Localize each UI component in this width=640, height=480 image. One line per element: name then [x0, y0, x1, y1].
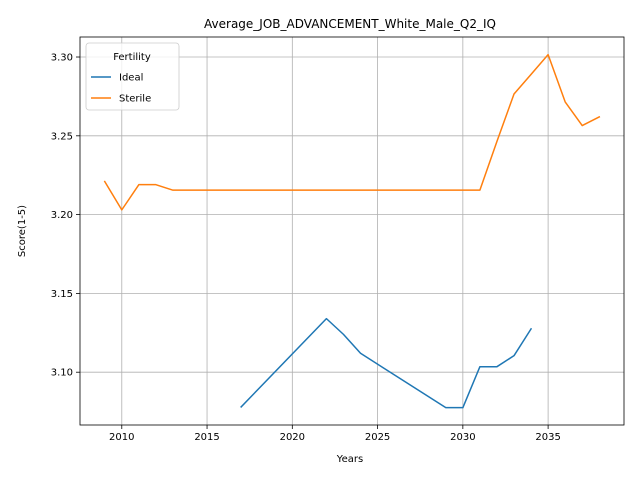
x-tick-label: 2015: [194, 432, 219, 443]
plot-frame: [79, 36, 625, 426]
grid: [80, 37, 624, 425]
y-tick-label: 3.25: [51, 131, 73, 142]
y-axis-ticks: 3.10 3.15 3.20 3.25 3.30: [51, 53, 80, 379]
legend-label-sterile: Sterile: [119, 94, 151, 105]
y-tick-label: 3.30: [51, 53, 73, 64]
x-tick-label: 2010: [109, 432, 134, 443]
series-line-sterile: [103, 53, 601, 211]
legend-title: Fertility: [113, 52, 151, 63]
x-tick-label: 2020: [280, 432, 305, 443]
x-axis-label: Years: [336, 454, 363, 465]
x-axis-ticks: 2010 2015 2020 2025 2030 2035: [109, 425, 561, 443]
y-axis-label: Score(1-5): [17, 205, 28, 257]
legend: Fertility Ideal Sterile: [85, 42, 180, 111]
series-line-ideal: [240, 317, 533, 409]
x-tick-label: 2025: [365, 432, 390, 443]
x-tick-label: 2030: [450, 432, 475, 443]
y-tick-label: 3.10: [51, 368, 73, 379]
y-tick-label: 3.15: [51, 289, 73, 300]
y-tick-label: 3.20: [51, 210, 73, 221]
legend-label-ideal: Ideal: [119, 73, 143, 84]
x-tick-label: 2035: [535, 432, 560, 443]
series-lines: [103, 53, 601, 409]
chart-title: Average_JOB_ADVANCEMENT_White_Male_Q2_IQ: [204, 17, 496, 31]
legend-box: [85, 42, 180, 111]
